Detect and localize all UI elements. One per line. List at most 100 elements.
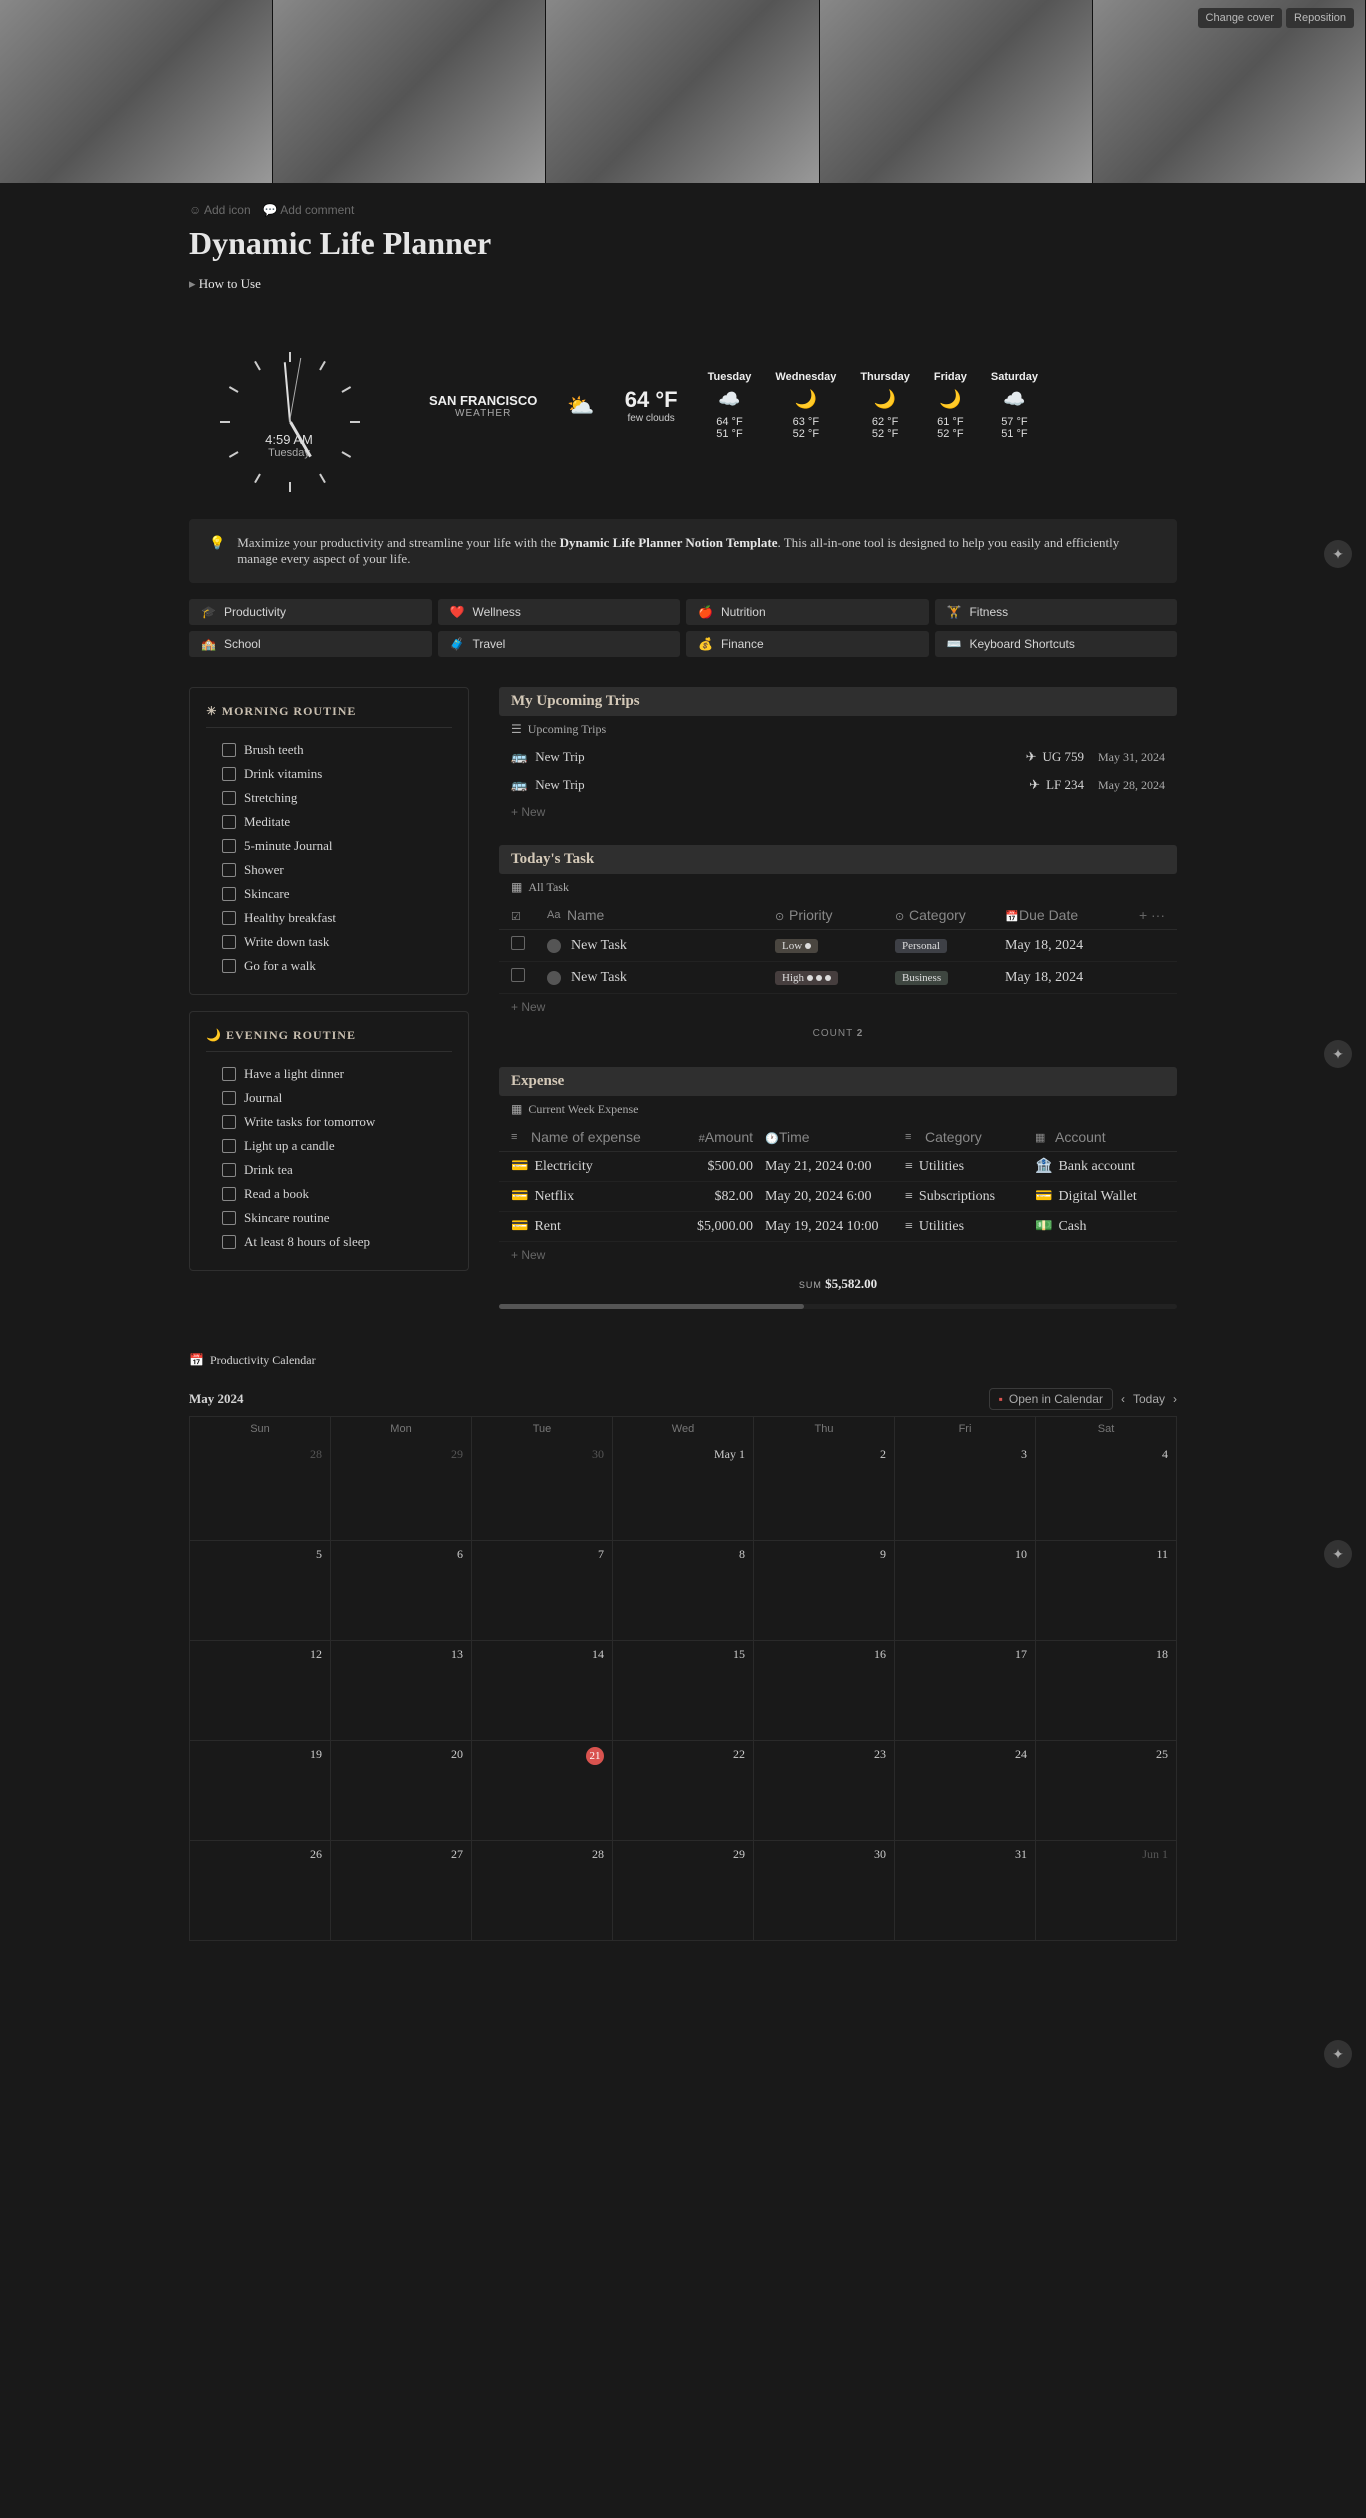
add-comment-button[interactable]: 💬 Add comment <box>263 203 355 217</box>
expense-row[interactable]: 💳Netflix$82.00May 20, 2024 6:00≡Subscrip… <box>499 1182 1177 1212</box>
checkbox[interactable] <box>222 1091 236 1105</box>
nav-item[interactable]: 💰Finance <box>686 631 929 657</box>
open-in-calendar-button[interactable]: ▪Open in Calendar <box>989 1388 1113 1410</box>
cal-cell[interactable]: 30 <box>754 1841 895 1941</box>
add-icon-button[interactable]: ☺ Add icon <box>189 203 251 217</box>
fab-4[interactable]: ✦ <box>1324 2040 1352 2068</box>
cal-cell[interactable]: 23 <box>754 1741 895 1841</box>
cal-cell[interactable]: 3 <box>895 1441 1036 1541</box>
routine-item[interactable]: Stretching <box>206 786 452 810</box>
nav-item[interactable]: ⌨️Keyboard Shortcuts <box>935 631 1178 657</box>
cal-cell[interactable]: 16 <box>754 1641 895 1741</box>
checkbox[interactable] <box>222 1139 236 1153</box>
routine-item[interactable]: Have a light dinner <box>206 1062 452 1086</box>
fab-2[interactable]: ✦ <box>1324 1040 1352 1068</box>
cal-cell[interactable]: Jun 1 <box>1036 1841 1177 1941</box>
checkbox[interactable] <box>222 1235 236 1249</box>
nav-item[interactable]: 🏫School <box>189 631 432 657</box>
reposition-button[interactable]: Reposition <box>1286 8 1354 28</box>
tasks-view-tab[interactable]: ▦All Task <box>499 874 1177 901</box>
col-account[interactable]: Account <box>1055 1129 1106 1145</box>
cal-cell[interactable]: 7 <box>472 1541 613 1641</box>
trip-row[interactable]: 🚌New Trip✈LF 234May 28, 2024 <box>499 771 1177 799</box>
cal-cell[interactable]: 30 <box>472 1441 613 1541</box>
cal-today-button[interactable]: Today <box>1133 1392 1165 1406</box>
nav-item[interactable]: 🧳Travel <box>438 631 681 657</box>
routine-item[interactable]: Healthy breakfast <box>206 906 452 930</box>
routine-item[interactable]: 5-minute Journal <box>206 834 452 858</box>
routine-item[interactable]: Brush teeth <box>206 738 452 762</box>
col-ecat[interactable]: Category <box>925 1129 982 1145</box>
cal-cell[interactable]: 8 <box>613 1541 754 1641</box>
cal-cell[interactable]: 11 <box>1036 1541 1177 1641</box>
cal-cell[interactable]: 5 <box>190 1541 331 1641</box>
checkbox[interactable] <box>222 839 236 853</box>
col-time[interactable]: Time <box>779 1129 810 1145</box>
checkbox[interactable] <box>222 935 236 949</box>
cal-cell[interactable]: 24 <box>895 1741 1036 1841</box>
nav-item[interactable]: 🍎Nutrition <box>686 599 929 625</box>
checkbox[interactable] <box>222 1211 236 1225</box>
cal-cell[interactable]: 15 <box>613 1641 754 1741</box>
cal-cell[interactable]: 31 <box>895 1841 1036 1941</box>
cal-cell[interactable]: 2 <box>754 1441 895 1541</box>
col-category[interactable]: Category <box>909 907 966 923</box>
routine-item[interactable]: Shower <box>206 858 452 882</box>
col-ename[interactable]: Name of expense <box>531 1129 641 1145</box>
add-column[interactable]: + ··· <box>1125 907 1165 923</box>
tasks-new[interactable]: + New <box>499 994 1177 1020</box>
routine-item[interactable]: Drink vitamins <box>206 762 452 786</box>
task-row[interactable]: New TaskLow PersonalMay 18, 2024 <box>499 930 1177 962</box>
col-priority[interactable]: Priority <box>789 907 833 923</box>
cal-cell[interactable]: 13 <box>331 1641 472 1741</box>
col-amount[interactable]: Amount <box>705 1129 753 1145</box>
expense-view-tab[interactable]: ▦Current Week Expense <box>499 1096 1177 1123</box>
cal-cell[interactable]: 28 <box>190 1441 331 1541</box>
page-title[interactable]: Dynamic Life Planner <box>189 225 1177 262</box>
checkbox[interactable] <box>222 815 236 829</box>
routine-item[interactable]: Meditate <box>206 810 452 834</box>
nav-item[interactable]: 🎓Productivity <box>189 599 432 625</box>
calendar-view-tab[interactable]: 📅Productivity Calendar <box>189 1349 1177 1372</box>
col-name[interactable]: Name <box>567 907 604 923</box>
cal-cell[interactable]: 6 <box>331 1541 472 1641</box>
fab-1[interactable]: ✦ <box>1324 540 1352 568</box>
nav-item[interactable]: 🏋️Fitness <box>935 599 1178 625</box>
checkbox[interactable] <box>222 767 236 781</box>
cal-cell[interactable]: 29 <box>331 1441 472 1541</box>
task-checkbox[interactable] <box>511 936 525 950</box>
cal-cell[interactable]: May 1 <box>613 1441 754 1541</box>
checkbox[interactable] <box>222 959 236 973</box>
cal-cell[interactable]: 17 <box>895 1641 1036 1741</box>
task-row[interactable]: New TaskHigh BusinessMay 18, 2024 <box>499 962 1177 994</box>
col-due[interactable]: Due Date <box>1019 907 1078 923</box>
routine-item[interactable]: At least 8 hours of sleep <box>206 1230 452 1254</box>
checkbox[interactable] <box>222 791 236 805</box>
cal-cell[interactable]: 4 <box>1036 1441 1177 1541</box>
cal-cell[interactable]: 9 <box>754 1541 895 1641</box>
checkbox[interactable] <box>222 1067 236 1081</box>
change-cover-button[interactable]: Change cover <box>1198 8 1283 28</box>
cal-cell[interactable]: 26 <box>190 1841 331 1941</box>
routine-item[interactable]: Write down task <box>206 930 452 954</box>
checkbox[interactable] <box>222 1187 236 1201</box>
cal-cell[interactable]: 10 <box>895 1541 1036 1641</box>
cal-cell[interactable]: 27 <box>331 1841 472 1941</box>
cal-cell[interactable]: 19 <box>190 1741 331 1841</box>
checkbox[interactable] <box>222 743 236 757</box>
cal-cell[interactable]: 22 <box>613 1741 754 1841</box>
routine-item[interactable]: Go for a walk <box>206 954 452 978</box>
expense-row[interactable]: 💳Rent$5,000.00May 19, 2024 10:00≡Utiliti… <box>499 1212 1177 1242</box>
expense-row[interactable]: 💳Electricity$500.00May 21, 2024 0:00≡Uti… <box>499 1152 1177 1182</box>
checkbox[interactable] <box>222 887 236 901</box>
expense-scrollbar[interactable] <box>499 1304 1177 1309</box>
trips-new[interactable]: + New <box>499 799 1177 825</box>
routine-item[interactable]: Journal <box>206 1086 452 1110</box>
cal-cell[interactable]: 28 <box>472 1841 613 1941</box>
cal-cell[interactable]: 12 <box>190 1641 331 1741</box>
routine-item[interactable]: Read a book <box>206 1182 452 1206</box>
cal-cell[interactable]: 14 <box>472 1641 613 1741</box>
trips-view-tab[interactable]: ☰Upcoming Trips <box>499 716 1177 743</box>
routine-item[interactable]: Drink tea <box>206 1158 452 1182</box>
cal-next[interactable]: › <box>1173 1392 1177 1406</box>
